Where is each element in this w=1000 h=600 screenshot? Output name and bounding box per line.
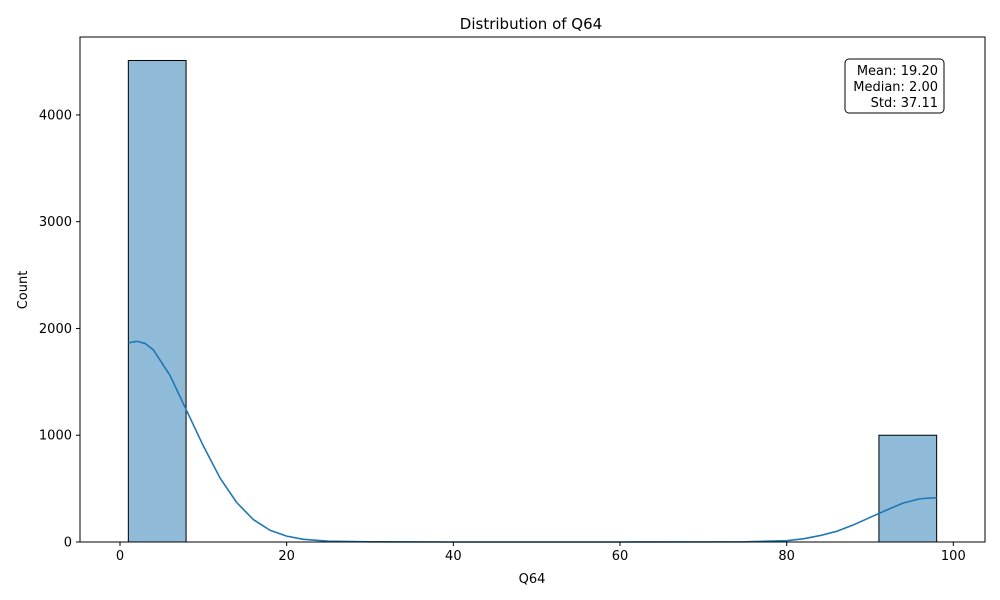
stats-box: Mean: 19.20 Median: 2.00 Std: 37.11 bbox=[844, 58, 945, 114]
x-tick-label: 0 bbox=[116, 549, 124, 564]
x-tick-label: 20 bbox=[278, 549, 295, 564]
stats-median: Median: 2.00 bbox=[853, 80, 938, 95]
stats-box-frame bbox=[844, 58, 945, 114]
y-tick-label: 2000 bbox=[39, 322, 72, 337]
chart-title: Distribution of Q64 bbox=[460, 15, 602, 33]
y-tick-label: 3000 bbox=[39, 215, 72, 230]
x-tick-label: 100 bbox=[941, 549, 966, 564]
x-tick-label: 40 bbox=[445, 549, 462, 564]
histogram-bar bbox=[878, 434, 938, 543]
y-tick-label: 4000 bbox=[39, 108, 72, 123]
y-tick-label: 0 bbox=[64, 536, 72, 551]
bars-layer bbox=[127, 59, 938, 543]
x-axis-ticks: 0 20 40 60 80 100 bbox=[116, 542, 966, 564]
y-axis-label: Count bbox=[16, 271, 31, 310]
x-tick-label: 60 bbox=[612, 549, 629, 564]
y-axis-ticks: 0 1000 2000 3000 4000 bbox=[39, 108, 80, 551]
stats-std: Std: 37.11 bbox=[871, 96, 938, 111]
stats-mean: Mean: 19.20 bbox=[857, 64, 938, 79]
x-tick-label: 80 bbox=[778, 549, 795, 564]
y-tick-label: 1000 bbox=[39, 429, 72, 444]
kde-line bbox=[128, 340, 937, 543]
plot-frame bbox=[79, 36, 986, 543]
kde-layer bbox=[128, 340, 937, 543]
histogram-bar bbox=[127, 59, 187, 543]
x-axis-label: Q64 bbox=[519, 572, 546, 587]
